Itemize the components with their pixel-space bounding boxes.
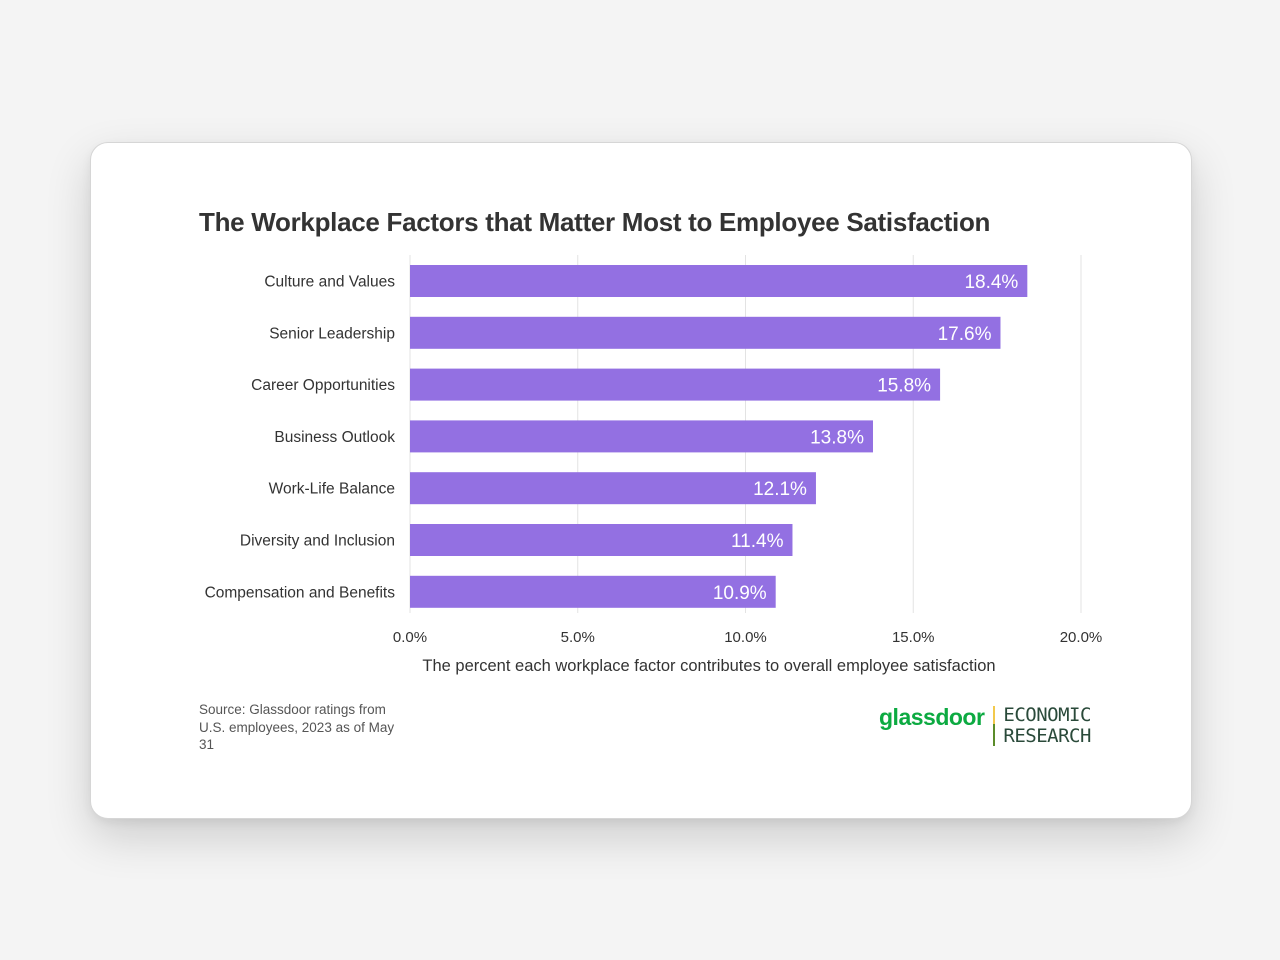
category-label-5: Diversity and Inclusion [240,533,395,550]
glassdoor-wordmark: glassdoor [879,703,985,730]
tick-label-4: 20.0% [1060,629,1103,646]
value-label-2: 15.8% [877,376,931,397]
logo-divider [993,706,996,746]
category-label-1: Senior Leadership [269,325,395,342]
chart-card: The Workplace Factors that Matter Most t… [90,142,1192,819]
value-label-5: 11.4% [731,531,784,552]
category-label-4: Work-Life Balance [269,481,395,498]
logo-line-research: RESEARCH [1003,725,1091,747]
bar-2 [410,368,941,401]
value-label-0: 18.4% [964,272,1018,293]
bar-5 [410,524,793,556]
logo-line-economic: ECONOMIC [1003,704,1091,726]
bar-1 [410,316,1001,349]
economic-research-label: ECONOMIC RESEARCH [1003,705,1091,747]
bar-4 [410,472,816,505]
tick-label-1: 5.0% [561,629,595,646]
value-label-1: 17.6% [938,324,992,345]
tick-label-2: 10.0% [724,629,767,646]
chart-title: The Workplace Factors that Matter Most t… [199,207,991,237]
value-label-6: 10.9% [713,583,767,604]
bar-0 [410,265,1028,297]
category-label-6: Compensation and Benefits [205,584,396,601]
bar-6 [410,575,776,608]
x-tick-labels: 0.0% 5.0% 10.0% 15.0% 20.0% [393,629,1102,646]
source-note: Source: Glassdoor ratings from U.S. empl… [199,702,395,752]
tick-label-0: 0.0% [393,629,427,646]
glassdoor-economic-research-logo: glassdoor ECONOMIC RESEARCH [879,703,1091,749]
bars: 18.4% 17.6% 15.8% 13.8% 12.1% 11.4% 10.9% [410,265,1028,608]
bar-3 [410,420,873,453]
category-label-0: Culture and Values [264,274,395,291]
tick-label-3: 15.0% [892,629,935,646]
category-label-2: Career Opportunities [251,377,395,394]
value-label-3: 13.8% [810,427,864,448]
value-label-4: 12.1% [753,479,807,500]
category-labels: Culture and Values Senior Leadership Caree… [205,274,396,602]
x-axis-title: The percent each workplace factor contri… [422,657,995,675]
bar-chart: 18.4% 17.6% 15.8% 13.8% 12.1% 11.4% 10.9% Cult… [205,255,1102,675]
category-label-3: Business Outlook [274,429,395,446]
